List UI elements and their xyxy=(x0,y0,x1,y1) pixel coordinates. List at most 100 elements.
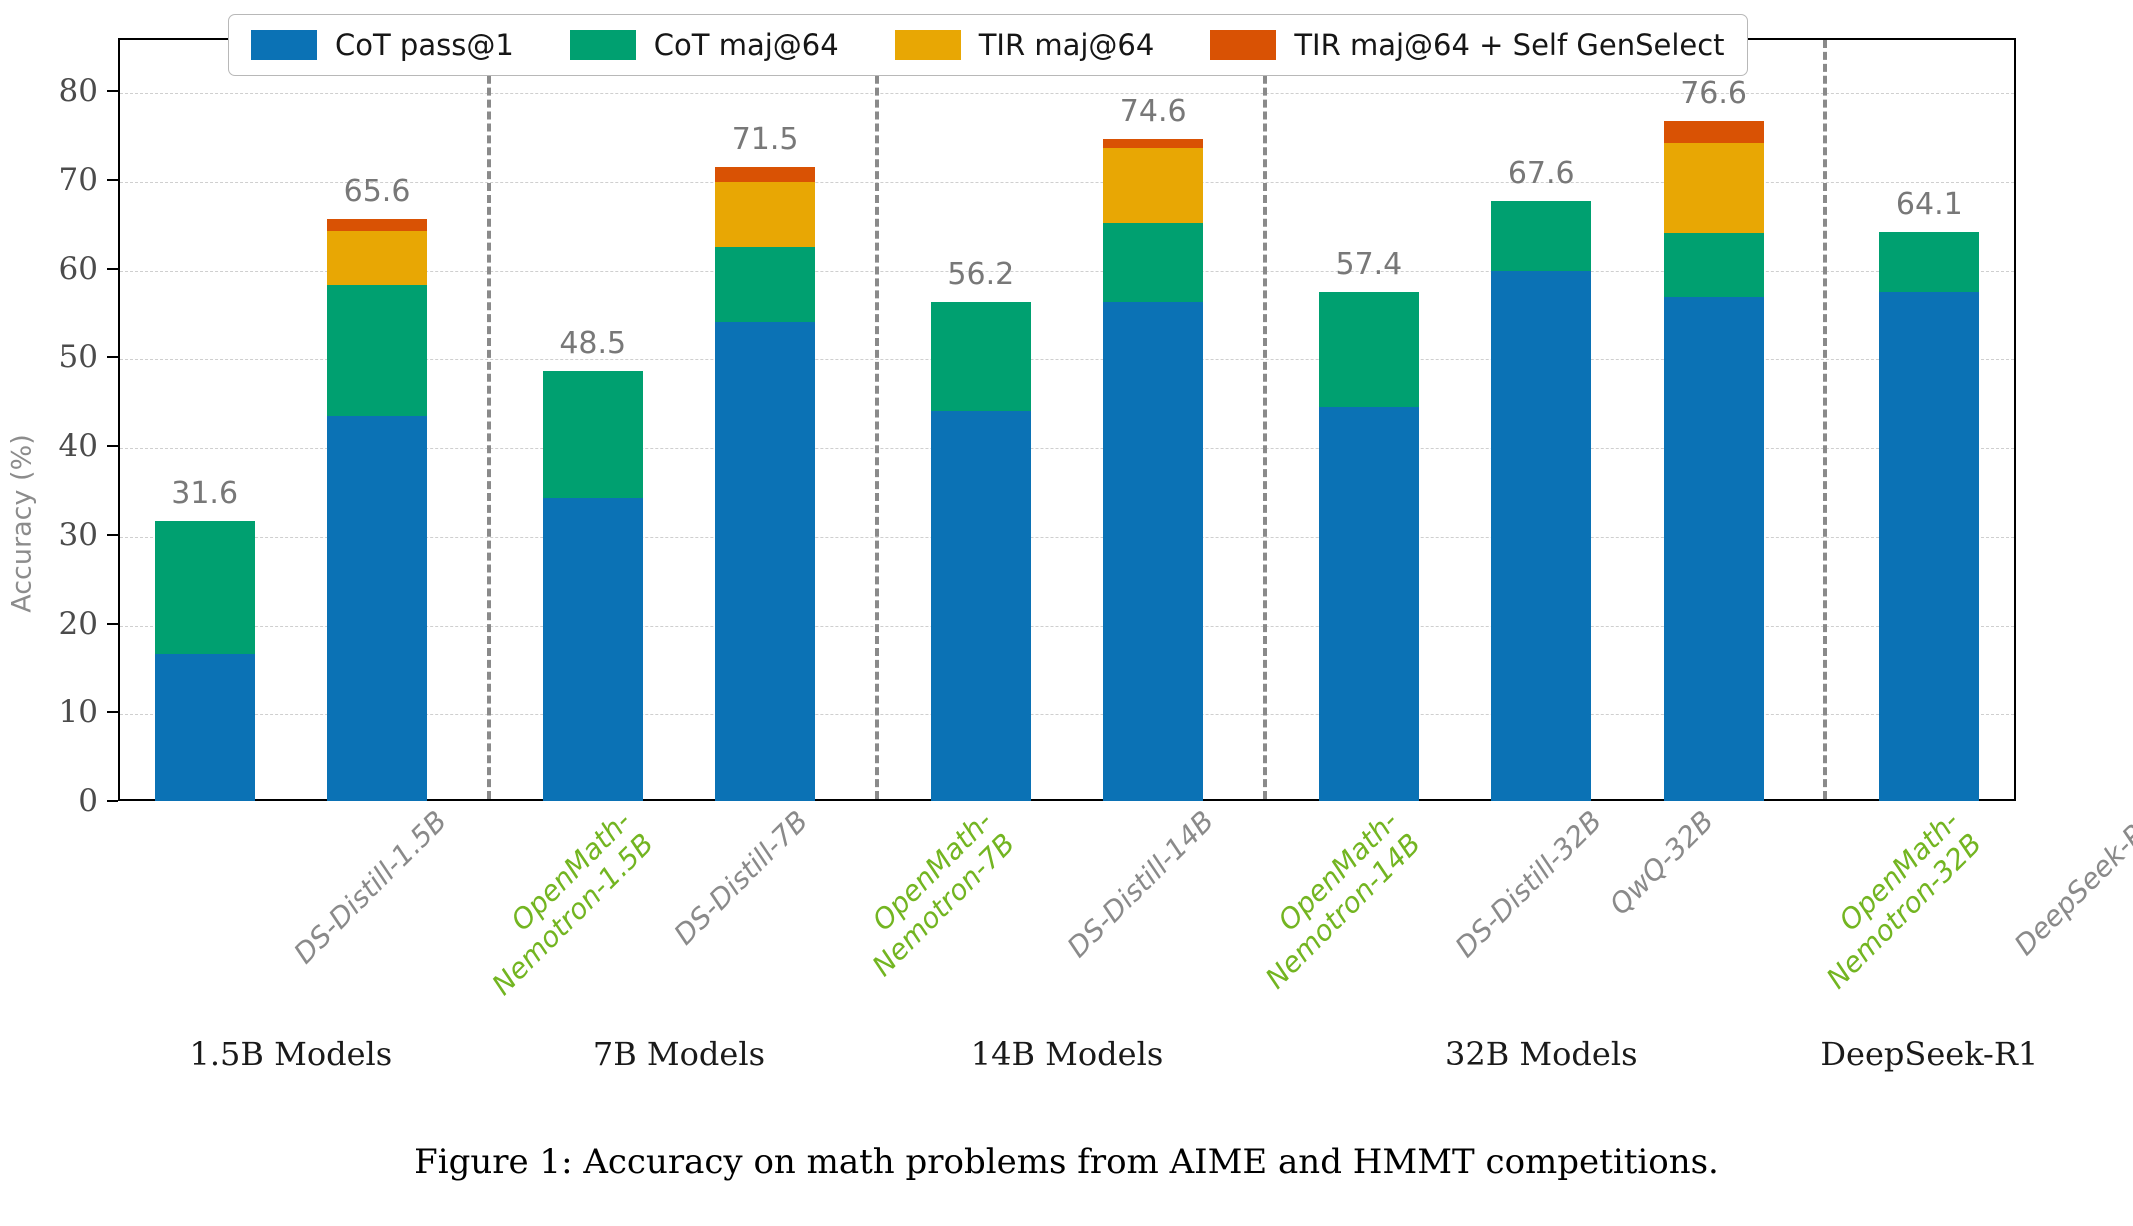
bar-segment[interactable] xyxy=(326,230,428,285)
bar-column[interactable]: 56.2 xyxy=(930,38,1031,801)
bar-segment[interactable] xyxy=(1318,407,1419,801)
x-tick-label[interactable]: OpenMath- Nemotron-14B xyxy=(1237,804,1427,995)
bar-segment[interactable] xyxy=(1318,291,1419,408)
bar-segment[interactable] xyxy=(326,219,428,231)
legend-label: TIR maj@64 xyxy=(978,28,1155,62)
legend-entry[interactable]: TIR maj@64 + Self GenSelect xyxy=(1210,28,1725,62)
legend-entry[interactable]: CoT pass@1 xyxy=(251,28,514,62)
bar-stack[interactable] xyxy=(715,166,816,801)
bar-column[interactable]: 57.4 xyxy=(1318,38,1419,801)
bar-column[interactable]: 71.5 xyxy=(715,38,816,801)
bar-stack[interactable] xyxy=(1663,121,1764,801)
bar-column[interactable]: 31.6 xyxy=(154,38,255,801)
group-label: 32B Models xyxy=(1444,1035,1638,1073)
y-tick-label: 50 xyxy=(58,339,98,376)
gridline xyxy=(120,625,2014,627)
bar-segment[interactable] xyxy=(1879,291,1980,801)
bar-stack[interactable] xyxy=(1879,232,1980,801)
group-divider xyxy=(1823,40,1828,799)
legend-label: CoT pass@1 xyxy=(335,28,514,62)
bar-stack[interactable] xyxy=(1103,139,1204,801)
bar-value-label: 74.6 xyxy=(1119,94,1187,130)
bar-stack[interactable] xyxy=(542,370,643,801)
y-tick-mark xyxy=(107,622,118,625)
bar-segment[interactable] xyxy=(930,302,1031,411)
x-tick-line: DeepSeek-R1 xyxy=(2008,804,2133,962)
x-tick-label[interactable]: DS-Distill-32B xyxy=(1449,804,1609,964)
bar-column[interactable]: 67.6 xyxy=(1491,38,1592,801)
gridline xyxy=(120,93,2014,95)
bar-segment[interactable] xyxy=(1103,222,1204,303)
x-tick-label[interactable]: OpenMath- Nemotron-7B xyxy=(844,804,1022,982)
group-label: 14B Models xyxy=(970,1035,1164,1073)
bar-value-label: 71.5 xyxy=(731,121,799,157)
group-labels: 1.5B Models 7B Models 14B Models 32B Models… xyxy=(118,1035,2039,1089)
legend-color-swatch xyxy=(894,30,961,60)
x-tick-line: DS-Distill-14B xyxy=(1060,804,1221,964)
bar-segment[interactable] xyxy=(1103,148,1204,223)
bar-segment[interactable] xyxy=(930,410,1031,801)
x-tick-label[interactable]: DeepSeek-R1 xyxy=(2008,804,2133,962)
y-tick-label: 20 xyxy=(58,605,98,642)
group-label: 7B Models xyxy=(592,1035,765,1073)
y-tick-mark xyxy=(107,800,118,802)
bar-segment[interactable] xyxy=(715,321,816,801)
bar-stack[interactable] xyxy=(1491,201,1592,801)
x-tick-label[interactable]: OpenMath- Nemotron-1.5B xyxy=(464,804,661,1001)
bar-segment[interactable] xyxy=(154,520,255,654)
x-tick-line: DS-Distill-1.5B xyxy=(286,804,453,971)
x-tick-label[interactable]: QwQ-32B xyxy=(1603,804,1720,921)
bar-value-label: 56.2 xyxy=(947,257,1015,293)
x-tick-label[interactable]: DS-Distill-7B xyxy=(667,804,814,951)
bar-segment[interactable] xyxy=(326,284,428,416)
bar-column[interactable]: 76.6 xyxy=(1663,38,1764,801)
x-tick-label[interactable]: DS-Distill-1.5B xyxy=(286,804,453,971)
y-tick-mark xyxy=(107,711,118,714)
y-tick-label: 0 xyxy=(78,783,98,819)
bar-segment[interactable] xyxy=(1103,302,1204,801)
bar-segment[interactable] xyxy=(1879,232,1980,292)
bar-stack[interactable] xyxy=(1318,291,1419,801)
bar-stack[interactable] xyxy=(326,219,428,801)
bar-segment[interactable] xyxy=(1663,297,1764,801)
figure-caption: Figure 1: Accuracy on math problems from… xyxy=(414,1142,1719,1182)
y-tick-mark xyxy=(107,356,118,359)
y-tick-label: 30 xyxy=(58,516,98,553)
legend: CoT pass@1 CoT maj@64 TIR maj@64 TIR maj@64… xyxy=(228,14,1748,76)
bar-segment[interactable] xyxy=(1663,142,1764,234)
bar-segment[interactable] xyxy=(1491,271,1592,801)
gridline xyxy=(120,714,2014,716)
bar-segment[interactable] xyxy=(715,166,816,182)
gridline xyxy=(120,270,2014,272)
bar-value-label: 76.6 xyxy=(1680,76,1748,112)
gridline xyxy=(120,536,2014,538)
x-tick-label[interactable]: OpenMath- Nemotron-32B xyxy=(1798,804,1987,995)
x-tick-label[interactable]: DS-Distill-14B xyxy=(1060,804,1221,964)
bar-column[interactable]: 64.1 xyxy=(1879,38,1980,801)
bar-segment[interactable] xyxy=(1663,121,1764,143)
bar-column[interactable]: 65.6 xyxy=(326,38,428,801)
bar-segment[interactable] xyxy=(542,370,643,498)
legend-label: TIR maj@64 + Self GenSelect xyxy=(1294,28,1725,62)
group-divider xyxy=(874,40,879,799)
bar-segment[interactable] xyxy=(542,497,643,801)
y-axis-title: Accuracy (%) xyxy=(6,434,38,613)
bar-stack[interactable] xyxy=(930,302,1031,801)
bar-segment[interactable] xyxy=(1663,233,1764,298)
legend-entry[interactable]: CoT maj@64 xyxy=(569,28,839,62)
bar-segment[interactable] xyxy=(1103,139,1204,149)
bar-stack[interactable] xyxy=(154,520,255,801)
bar-segment[interactable] xyxy=(1491,201,1592,272)
y-tick-label: 10 xyxy=(58,694,98,731)
bar-column[interactable]: 74.6 xyxy=(1103,38,1204,801)
bar-value-label: 64.1 xyxy=(1895,187,1963,223)
bar-column[interactable]: 48.5 xyxy=(542,38,643,801)
bar-segment[interactable] xyxy=(715,181,816,247)
legend-entry[interactable]: TIR maj@64 xyxy=(894,28,1155,62)
group-label: 1.5B Models xyxy=(189,1035,393,1073)
group-divider xyxy=(1263,40,1268,799)
bar-segment[interactable] xyxy=(154,653,255,801)
bar-segment[interactable] xyxy=(326,415,428,801)
y-tick-mark xyxy=(107,445,118,448)
bar-segment[interactable] xyxy=(715,246,816,322)
